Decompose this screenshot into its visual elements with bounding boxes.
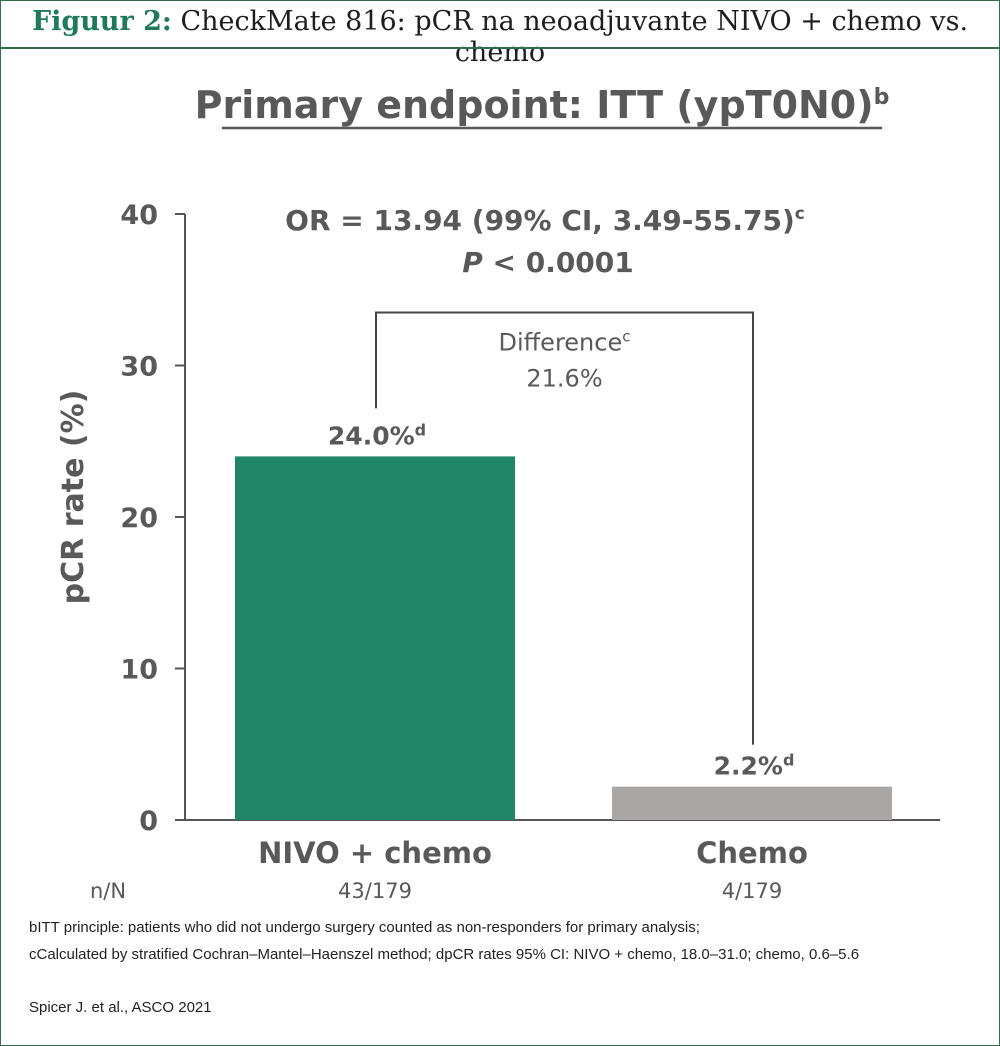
data-label-0: 24.0%d <box>328 420 426 450</box>
p-value: P < 0.0001 <box>462 246 634 279</box>
chart-title: Primary endpoint: ITT (ypT0N0)b <box>195 83 890 127</box>
data-label-1: 2.2%d <box>714 751 795 781</box>
y-axis-label: pCR rate (%) <box>56 390 91 605</box>
difference-value: 21.6% <box>526 364 602 392</box>
bar-0 <box>235 456 515 820</box>
y-tick-label: 0 <box>139 806 158 837</box>
n-label: n/N <box>90 879 126 903</box>
title-divider <box>0 47 1000 49</box>
figure-title-text: CheckMate 816: pCR na neoadjuvante NIVO … <box>180 6 969 68</box>
bar-1 <box>612 786 892 820</box>
figure-title: Figuur 2: CheckMate 816: pCR na neoadjuv… <box>0 6 1000 68</box>
odds-ratio-sup: c <box>795 204 805 224</box>
bar-chart: Primary endpoint: ITT (ypT0N0)b pCR rate… <box>56 83 940 903</box>
data-label-sup: d <box>415 420 426 439</box>
footnote-c: cCalculated by stratified Cochran–Mantel… <box>29 946 860 963</box>
data-label-value: 24.0% <box>328 421 415 450</box>
n-value-0: 43/179 <box>338 879 412 903</box>
bars <box>235 456 892 820</box>
y-tick-label: 20 <box>120 503 158 534</box>
chart-title-text: Primary endpoint: ITT (ypT0N0) <box>195 83 874 127</box>
figure-label: Figuur 2: <box>31 6 172 37</box>
category-label-0: NIVO + chemo <box>258 836 492 870</box>
y-tick-label: 10 <box>120 655 158 686</box>
y-tick-label: 40 <box>120 200 158 231</box>
footnote-b: bITT principle: patients who did not und… <box>29 919 700 936</box>
p-value-symbol: P <box>462 246 483 279</box>
odds-ratio: OR = 13.94 (99% CI, 3.49-55.75)c <box>285 204 805 237</box>
chart-title-sup: b <box>874 85 890 110</box>
citation: Spicer J. et al., ASCO 2021 <box>29 999 212 1016</box>
n-value-1: 4/179 <box>722 879 783 903</box>
difference-bracket <box>375 311 754 745</box>
p-value-text: < 0.0001 <box>483 246 634 279</box>
data-label-value: 2.2% <box>714 752 783 781</box>
y-tick-label: 30 <box>120 352 158 383</box>
data-label-sup: d <box>783 751 794 770</box>
difference-label: Differencec <box>499 327 631 356</box>
odds-ratio-text: OR = 13.94 (99% CI, 3.49-55.75) <box>285 204 795 237</box>
difference-label-sup: c <box>622 327 630 345</box>
difference-label-text: Difference <box>499 328 623 356</box>
category-label-1: Chemo <box>696 836 808 870</box>
